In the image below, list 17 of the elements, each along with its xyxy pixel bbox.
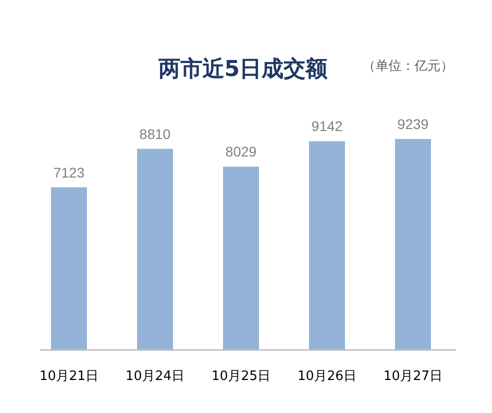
chart-subtitle: （单位：亿元） — [362, 59, 454, 74]
x-tick-label: 10月24日 — [125, 369, 185, 384]
data-label: 8810 — [139, 126, 171, 142]
data-label: 9239 — [397, 116, 429, 132]
bar — [395, 139, 431, 350]
bar — [51, 187, 87, 350]
x-tick-label: 10月26日 — [297, 369, 357, 384]
x-tick-label: 10月21日 — [39, 369, 99, 384]
data-label: 8029 — [225, 144, 257, 160]
chart-title: 两市近5日成交额 — [157, 56, 329, 82]
bar — [137, 148, 173, 350]
bar — [223, 166, 259, 350]
data-label: 7123 — [53, 164, 85, 180]
x-tick-label: 10月27日 — [383, 369, 443, 384]
x-tick-label: 10月25日 — [211, 369, 271, 384]
bar — [309, 141, 345, 350]
data-label: 9142 — [311, 118, 343, 134]
